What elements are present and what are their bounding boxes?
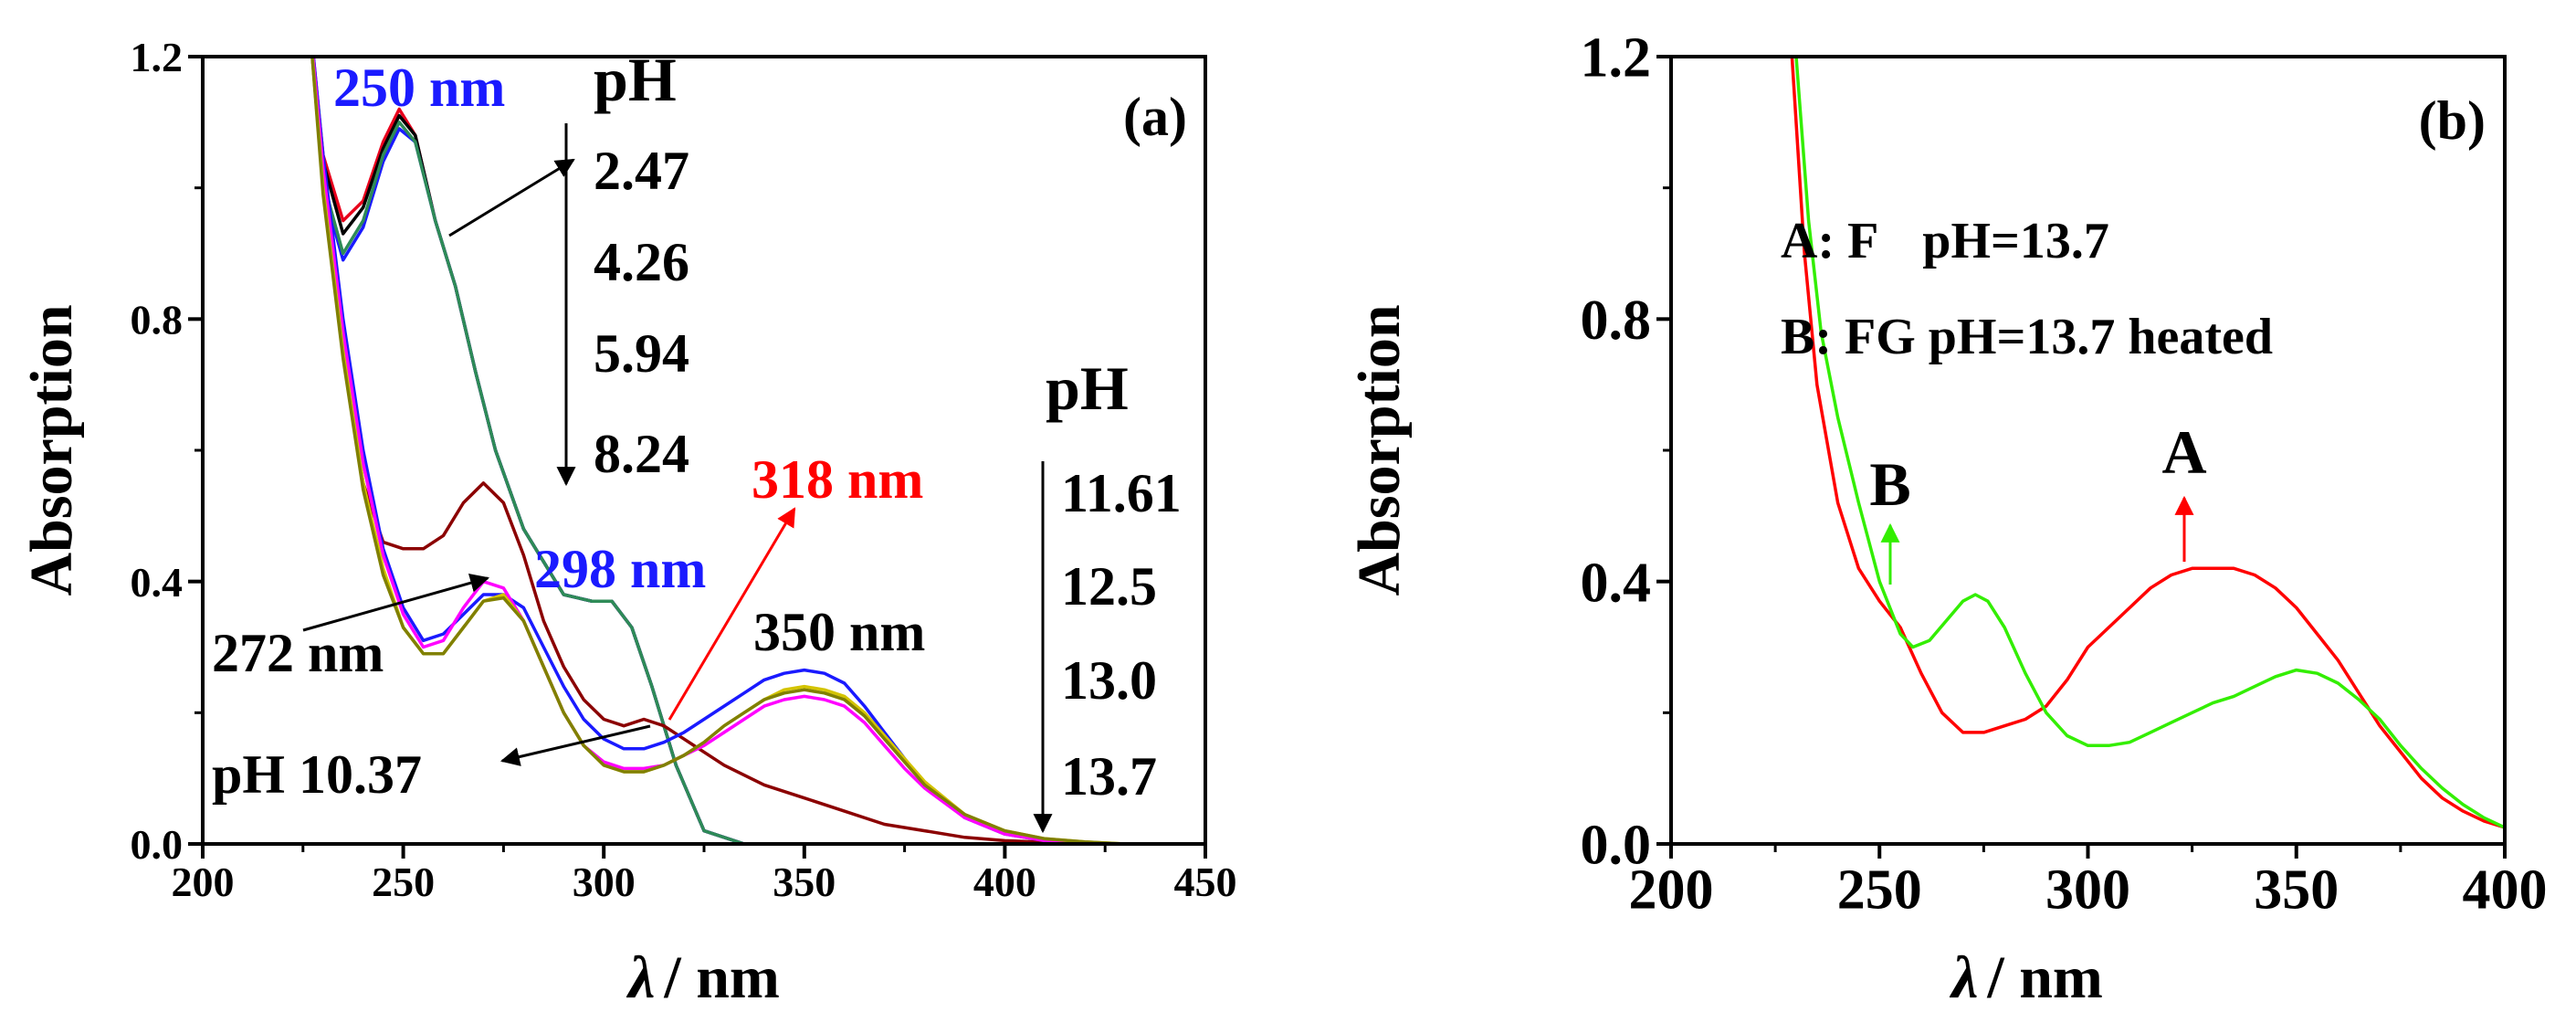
b-series-line: [1794, 57, 2505, 829]
a-plot-frame: [201, 55, 1207, 846]
b-y-tick-label: 0.4: [1581, 552, 1652, 614]
a-ph-base-value: 13.7: [1061, 746, 1157, 806]
a-ph-header-acid: pH: [594, 45, 677, 114]
a-x-tick-label: 250: [372, 859, 435, 905]
a-arrow-to-318: [668, 507, 796, 721]
a-x-axis-label: λ / nm: [626, 944, 780, 1011]
b-legend-a-label: A: F: [1781, 213, 1878, 269]
b-x-axis-unit: / nm: [1986, 944, 2103, 1011]
a-arrow-to-272: [302, 574, 490, 632]
a-annotation-250nm: 250 nm: [333, 58, 505, 118]
b-y-axis-label: Absorption: [1346, 304, 1413, 596]
a-annotation-298nm: 298 nm: [534, 539, 706, 599]
a-x-axis-symbol: λ: [626, 944, 655, 1011]
a-series-line: [310, 57, 1205, 844]
b-legend-a-ph: pH=13.7: [1922, 213, 2109, 269]
b-panel-label: (b): [2419, 90, 2486, 151]
panel-b: 200 250 300 350 400 0.0 0.4 0.8 1.2 Absorption λ…: [1346, 27, 2548, 1011]
a-ph-acid-value: 8.24: [594, 424, 689, 484]
b-y-tick-label: 0.0: [1581, 815, 1652, 877]
a-x-tick-label: 400: [973, 859, 1036, 905]
a-x-axis-unit: / nm: [663, 944, 780, 1011]
a-ticks: 200 250 300 350 400 450 0.0 0.4 0.8 1.2: [131, 34, 1237, 905]
b-legend-b: B: FG pH=13.7 heated: [1781, 309, 2273, 365]
b-marker-a: A: [2161, 417, 2206, 487]
b-y-tick-label: 0.8: [1581, 290, 1652, 352]
b-x-tick-label: 300: [2045, 859, 2130, 922]
a-annotation-318nm: 318 nm: [752, 449, 923, 510]
a-ph-acid-value: 5.94: [594, 323, 689, 384]
a-y-tick-label: 1.2: [131, 34, 184, 80]
a-x-tick-label: 450: [1174, 859, 1237, 905]
a-x-tick-label: 300: [573, 859, 636, 905]
panel-a: 200 250 300 350 400 450 0.0 0.4 0.8 1.2 Absorptio…: [18, 34, 1237, 1011]
a-arrow-to-250-shoulder: [448, 158, 575, 237]
a-series-line: [310, 57, 1205, 844]
b-x-tick-label: 400: [2463, 859, 2548, 922]
b-legend-a: A: F pH=13.7: [1781, 213, 2109, 269]
b-x-tick-label: 250: [1837, 859, 1922, 922]
b-x-axis-label: λ / nm: [1949, 944, 2103, 1011]
a-y-tick-label: 0.0: [131, 821, 184, 868]
a-arrow-ph-10-37: [499, 724, 651, 766]
a-ph-base-value: 12.5: [1061, 556, 1157, 617]
b-curves: [1790, 57, 2505, 829]
a-x-tick-label: 350: [773, 859, 836, 905]
a-curves: [310, 57, 1205, 844]
a-annotation-272nm: 272 nm: [212, 623, 384, 683]
b-y-tick-label: 1.2: [1581, 27, 1652, 90]
a-y-axis-label: Absorption: [18, 304, 85, 596]
b-x-axis-symbol: λ: [1949, 944, 1978, 1011]
a-annotation-ph-10-37: pH 10.37: [212, 744, 422, 805]
b-series-line: [1790, 57, 2505, 829]
b-ticks: 200 250 300 350 400 0.0 0.4 0.8 1.2: [1581, 27, 2548, 922]
a-ph-header-base: pH: [1046, 353, 1129, 423]
a-panel-label: (a): [1123, 87, 1187, 147]
a-x-tick-label: 200: [172, 859, 235, 905]
a-ph-base-value: 11.61: [1061, 463, 1182, 523]
a-annotation-350nm: 350 nm: [753, 602, 925, 662]
a-series-line: [310, 57, 1205, 844]
b-x-tick-label: 200: [1629, 859, 1714, 922]
a-ph-base-value: 13.0: [1061, 650, 1157, 711]
a-y-tick-label: 0.4: [131, 559, 184, 606]
b-x-tick-label: 350: [2254, 859, 2339, 922]
a-ph-acid-value: 2.47: [594, 141, 689, 201]
b-marker-b: B: [1869, 449, 1910, 519]
a-y-tick-label: 0.8: [131, 296, 184, 343]
a-ph-acid-value: 4.26: [594, 232, 689, 292]
